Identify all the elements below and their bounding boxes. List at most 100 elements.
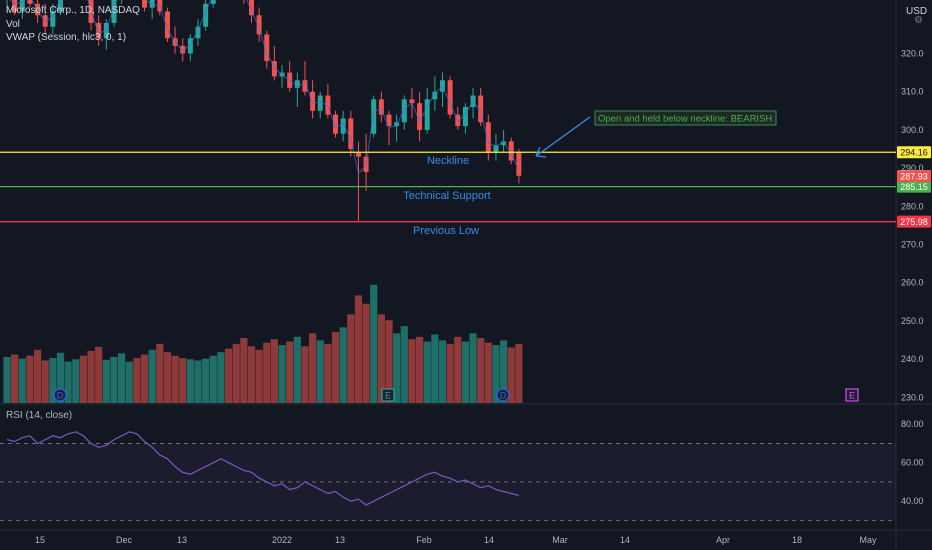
candle-body — [111, 0, 117, 23]
currency-label[interactable]: USD — [906, 6, 928, 17]
volume-bar — [347, 314, 355, 403]
volume-bar — [194, 360, 202, 403]
candle-body — [394, 122, 400, 127]
volume-bar — [263, 342, 271, 403]
volume-bar — [400, 326, 408, 403]
time-tick-label: 18 — [792, 535, 802, 545]
volume-bar — [33, 349, 42, 403]
candle-body — [180, 45, 186, 54]
volume-bar — [423, 341, 431, 403]
price-axis[interactable]: 320.0 310.0 300.0 290.0 280.0 270.0 260.0 250.0… — [901, 48, 924, 506]
volume-bar — [247, 346, 256, 403]
horizontal-levels[interactable]: Neckline 294.16 Technical Support 285.15 Pre… — [0, 146, 931, 237]
vwap-line — [9, 0, 520, 175]
volume-bar — [79, 355, 87, 403]
event-marker-label: D — [500, 391, 507, 401]
candle-body — [302, 80, 308, 92]
annotation-box — [594, 110, 777, 126]
candle-body — [348, 118, 354, 150]
volume-bar — [370, 284, 378, 403]
volume-bar — [377, 314, 385, 403]
volume-bar — [186, 359, 194, 403]
candle-body — [210, 0, 216, 4]
event-marker-label: E — [385, 391, 391, 401]
volume-bar — [209, 355, 217, 403]
candle-body — [508, 141, 514, 161]
annotation-arrowhead — [535, 146, 547, 158]
volume-bar — [202, 358, 210, 403]
event-marker — [845, 388, 859, 402]
event-marker-label: E — [849, 391, 855, 401]
volume-bar — [270, 339, 278, 403]
candle-body — [340, 118, 346, 134]
volume-bar — [415, 336, 424, 403]
time-tick-label: Dec — [116, 535, 133, 545]
candle-body — [371, 99, 377, 134]
volume-bar — [224, 348, 233, 403]
gear-icon[interactable]: ⚙ — [914, 15, 923, 26]
time-axis[interactable]: 15 Dec 13 2022 13 Feb 14 Mar 14 Apr 18 May — [35, 535, 877, 545]
price-tick-label: 320.0 — [901, 48, 924, 58]
rsi-line — [6, 431, 520, 506]
price-tick-label: 290.0 — [901, 163, 924, 173]
candle-body — [501, 141, 507, 146]
candle-body — [386, 114, 392, 127]
volume-bar — [469, 333, 477, 403]
volume-bar — [18, 358, 26, 403]
time-tick-label: Feb — [416, 535, 432, 545]
candle-body — [149, 0, 155, 8]
candle-body — [409, 99, 415, 104]
volume-bar — [64, 361, 72, 403]
candle-body — [432, 91, 438, 100]
candle-body — [264, 34, 270, 62]
volume-bar — [492, 345, 500, 403]
candle-body — [57, 0, 63, 12]
candle-body — [317, 95, 323, 111]
price-tick-label: 230.0 — [901, 392, 924, 402]
candle-body — [516, 152, 522, 176]
rsi-legend[interactable]: RSI (14, close) — [6, 410, 73, 421]
event-marker-label: D — [57, 391, 64, 401]
volume-bar — [148, 349, 156, 403]
volume-bar — [278, 345, 286, 403]
volume-legend[interactable]: Vol — [6, 19, 20, 30]
event-marker — [381, 388, 395, 402]
volume-bar — [232, 343, 240, 403]
volume-bar — [72, 359, 80, 403]
price-tick-label: 240.0 — [901, 354, 924, 364]
candle-body — [462, 106, 468, 127]
volume-bar — [240, 338, 248, 403]
volume-bar — [140, 354, 149, 403]
volume-bar — [324, 343, 332, 403]
volume-bar — [3, 356, 11, 403]
candle-body — [19, 0, 25, 12]
candle-body — [378, 99, 384, 115]
candle-body — [27, 0, 33, 4]
volume-bar — [446, 343, 454, 403]
neckline-price-tag — [897, 146, 931, 159]
volume-bar — [255, 349, 263, 403]
volume-bar — [133, 358, 141, 403]
annotation[interactable]: Open and held below neckline: BEARISH — [535, 110, 777, 158]
candle-body — [142, 0, 148, 8]
candle-body — [417, 103, 423, 130]
candle-body — [187, 38, 193, 54]
symbol-legend[interactable]: Microsoft Corp., 1D, NASDAQ — [6, 5, 140, 16]
volume-bar — [41, 360, 49, 403]
vwap-legend[interactable]: VWAP (Session, hlc3, 0, 1) — [6, 32, 127, 43]
volume-bar — [26, 355, 34, 403]
time-tick-label: May — [859, 535, 877, 545]
candle-body — [164, 11, 170, 39]
volume-bar — [393, 333, 401, 403]
volume-bar — [102, 359, 110, 403]
volume-bar — [179, 358, 187, 403]
neckline-price-tag-text: 294.16 — [900, 148, 928, 158]
candle-body — [96, 22, 102, 39]
candle-body — [50, 11, 56, 27]
volume-bar — [461, 341, 469, 403]
candle-body — [294, 80, 300, 88]
annotation-text: Open and held below neckline: BEARISH — [598, 114, 772, 125]
